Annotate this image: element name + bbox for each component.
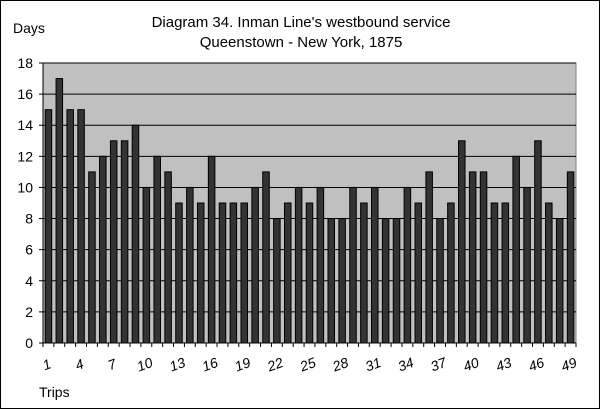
y-tick-label: 10 — [17, 179, 33, 195]
bar-trip-33 — [392, 218, 401, 344]
bar-trip-27 — [327, 218, 336, 344]
x-tick-label: 34 — [396, 354, 416, 374]
x-tick-label: 25 — [297, 354, 318, 375]
y-tick-label: 8 — [25, 211, 33, 227]
x-tick-label: 7 — [106, 355, 120, 373]
bars — [44, 78, 575, 344]
x-tick-label: 22 — [264, 354, 285, 375]
bar-trip-38 — [447, 202, 455, 344]
x-tick-label: 19 — [232, 354, 252, 374]
y-tick-label: 16 — [17, 86, 33, 102]
y-axis-ticks: 0 2 4 6 8 10 12 14 16 18 — [17, 55, 44, 351]
y-tick-label: 18 — [17, 55, 33, 71]
bar-trip-6 — [99, 155, 107, 344]
x-tick-label: 10 — [135, 354, 155, 374]
bar-trip-31 — [371, 186, 379, 344]
bar-trip-30 — [360, 202, 368, 344]
x-tick-label: 31 — [363, 354, 383, 374]
bar-trip-45 — [523, 186, 531, 344]
y-tick-label: 12 — [17, 148, 33, 164]
bar-trip-18 — [229, 202, 238, 344]
bar-trip-40 — [468, 171, 477, 344]
y-tick-label: 14 — [17, 117, 33, 133]
bar-trip-21 — [262, 171, 270, 344]
bar-trip-36 — [425, 171, 433, 344]
x-tick-label: 43 — [494, 354, 514, 374]
bar-trip-4 — [77, 109, 85, 344]
y-axis-label: Days — [13, 20, 45, 36]
bar-trip-7 — [109, 140, 118, 344]
bar-trip-34 — [403, 186, 412, 344]
bar-trip-15 — [196, 202, 205, 344]
bar-trip-48 — [555, 218, 564, 344]
bar-trip-35 — [414, 202, 423, 344]
x-tick-label: 49 — [559, 354, 579, 374]
bar-trip-12 — [164, 171, 172, 344]
x-tick-label: 40 — [461, 354, 481, 374]
bar-trip-24 — [294, 186, 303, 344]
x-tick-label: 13 — [167, 354, 187, 374]
bar-trip-42 — [490, 202, 499, 344]
bar-trip-46 — [534, 140, 542, 344]
bar-trip-25 — [305, 202, 314, 344]
bar-trip-14 — [186, 186, 194, 344]
x-tick-label: 16 — [200, 354, 220, 374]
x-tick-label: 46 — [526, 354, 546, 374]
bar-trip-10 — [142, 186, 151, 344]
bar-trip-39 — [458, 140, 466, 344]
x-axis-ticks: 1 4 7 10 13 16 19 22 25 28 31 34 37 40 43 46 49 — [40, 343, 579, 375]
bar-trip-49 — [566, 171, 575, 344]
bar-trip-22 — [273, 218, 281, 344]
bar-trip-44 — [512, 155, 520, 344]
bar-trip-32 — [381, 218, 390, 344]
y-tick-label: 2 — [25, 304, 33, 320]
bar-trip-28 — [338, 218, 346, 344]
bar-trip-26 — [316, 186, 325, 344]
bar-trip-3 — [66, 109, 74, 344]
x-tick-label: 37 — [428, 354, 449, 375]
bar-trip-11 — [153, 155, 161, 344]
x-tick-label: 28 — [329, 354, 350, 375]
chart-title: Diagram 34. Inman Line's westbound servi… — [152, 14, 451, 31]
chart-subtitle: Queenstown - New York, 1875 — [200, 34, 403, 51]
bar-trip-20 — [251, 186, 259, 344]
bar-trip-16 — [207, 155, 216, 344]
x-axis-label: Trips — [39, 384, 70, 400]
bar-trip-13 — [175, 202, 183, 344]
y-tick-label: 4 — [25, 273, 33, 289]
bar-trip-47 — [545, 202, 553, 344]
bar-trip-43 — [501, 202, 510, 344]
bar-trip-17 — [218, 202, 227, 344]
bar-trip-9 — [131, 124, 140, 344]
bar-trip-23 — [283, 202, 292, 344]
x-tick-label: 1 — [40, 355, 53, 373]
bar-trip-37 — [436, 218, 444, 344]
bar-trip-2 — [55, 78, 64, 344]
x-tick-label: 4 — [73, 355, 86, 373]
bar-trip-41 — [479, 171, 488, 344]
bar-trip-29 — [349, 186, 357, 344]
bar-trip-5 — [88, 171, 96, 344]
bar-trip-19 — [240, 202, 249, 344]
y-tick-label: 6 — [25, 242, 33, 258]
bar-trip-1 — [44, 109, 53, 344]
y-tick-label: 0 — [25, 335, 33, 351]
bar-trip-8 — [120, 140, 129, 344]
